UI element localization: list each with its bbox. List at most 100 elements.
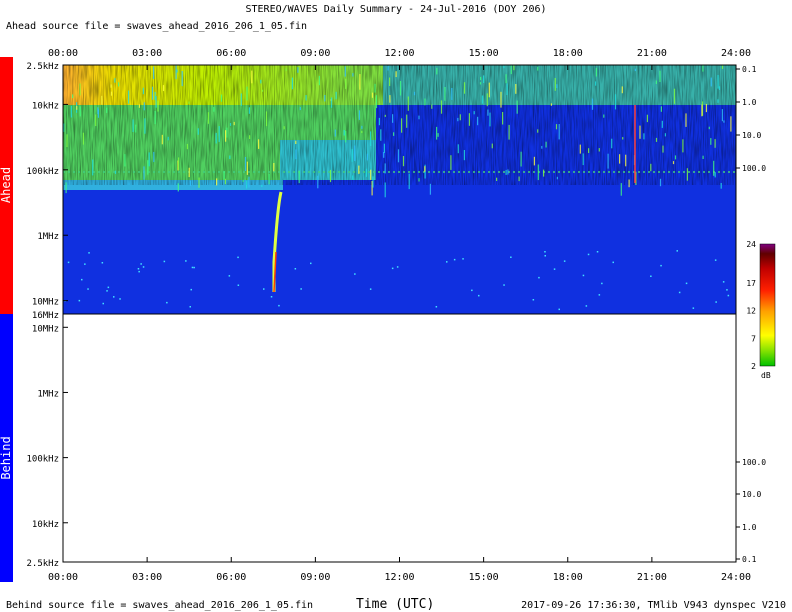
spectrum-speckle [132, 119, 134, 132]
spectrum-speckle [506, 83, 508, 95]
spectrum-speckle [389, 95, 391, 103]
spectrum-speckle [550, 103, 552, 106]
noise-dot [119, 298, 121, 300]
spectrum-speckle [223, 171, 225, 180]
spectrum-speckle [366, 153, 368, 161]
spectrum-speckle [622, 137, 624, 140]
spectrum-speckle [229, 155, 231, 159]
spectrum-speckle [537, 129, 539, 133]
spectrum-speckle [429, 183, 431, 195]
spectrum-speckle [655, 80, 657, 84]
spectrum-speckle [92, 159, 94, 176]
spectrum-speckle [334, 129, 336, 137]
spectrum-speckle [370, 169, 372, 180]
spectrum-speckle [229, 123, 232, 126]
noise-dot [87, 288, 89, 290]
spectrum-speckle [556, 84, 558, 89]
spectrum-speckle [365, 168, 367, 177]
noise-dot [185, 260, 187, 262]
noise-dot [660, 264, 662, 267]
noise-dot [585, 305, 588, 307]
spectrum-speckle [537, 66, 539, 71]
spectrum-speckle [518, 176, 520, 182]
spectrum-speckle [175, 65, 177, 80]
spectrum-speckle [444, 87, 446, 101]
noise-dot [354, 273, 356, 275]
spectrum-speckle [383, 143, 385, 153]
spectrum-speckle [708, 126, 710, 130]
behind-plot-frame [62, 313, 737, 563]
credit-label: 2017-09-26 17:36:30, TMlib V943 dynspec … [521, 600, 786, 611]
spectrum-speckle [481, 95, 484, 104]
spectrum-speckle [65, 182, 67, 194]
spectrum-speckle [450, 155, 452, 170]
spectrum-speckle [508, 124, 510, 140]
spectrum-speckle [299, 107, 301, 111]
noise-dot [191, 266, 194, 269]
noise-dot [88, 252, 90, 254]
spectrum-speckle [491, 143, 493, 149]
spectrum-speckle [101, 95, 103, 105]
spectrum-speckle [371, 92, 374, 98]
noise-dot [553, 268, 556, 270]
noise-dot [102, 302, 104, 305]
noise-dot [278, 304, 280, 307]
spectrum-speckle [672, 161, 675, 165]
axes-group: 00:00 00:00 03:00 03:00 06:00 06:00 09:00 09:00… [26, 48, 766, 583]
spectrum-speckle [249, 135, 251, 139]
spectrum-speckle [582, 153, 584, 166]
noise-dot [142, 266, 145, 268]
spectrum-speckle [258, 139, 260, 149]
spectrum-speckle [659, 70, 661, 82]
spectrum-speckle [198, 177, 200, 188]
noise-dot [601, 282, 603, 285]
noise-dot [510, 256, 512, 258]
spectrum-speckle [148, 152, 150, 167]
ahead-noise-texture [63, 65, 736, 185]
spectrum-speckle [402, 156, 405, 167]
spectrum-speckle [682, 139, 684, 153]
spectrum-speckle [220, 94, 223, 102]
behind-side-label: Behind [0, 436, 13, 479]
noise-dot [237, 284, 240, 286]
spectrum-speckle [358, 165, 360, 174]
spectrum-speckle [345, 131, 347, 143]
spectrum-speckle [685, 113, 687, 127]
spectrum-speckle [188, 167, 190, 178]
ahead-y-tick-label: 16MHz [32, 311, 59, 321]
noise-dot [462, 258, 464, 260]
spectrum-speckle [380, 129, 382, 141]
spectrum-speckle [72, 94, 74, 99]
x-tick-label-top: 06:00 [216, 48, 246, 59]
spectrum-speckle [554, 78, 556, 91]
spectrum-speckle [114, 170, 117, 174]
behind-right-tick-label: 0.1 [742, 555, 757, 564]
spectrum-speckle [718, 86, 721, 90]
spectrum-speckle [361, 130, 363, 134]
spectrum-speckle [686, 168, 688, 181]
spectrum-speckle [714, 139, 716, 148]
spectrum-speckle [487, 109, 489, 116]
spectrum-speckle [285, 68, 287, 72]
spectrum-speckle [558, 124, 560, 140]
spectrum-speckle [246, 161, 248, 175]
spectrum-speckle [384, 163, 386, 174]
spectrum-speckle [371, 181, 373, 196]
spectrum-speckle [361, 125, 363, 129]
spectrum-speckle [503, 65, 505, 69]
spectrum-speckle [189, 180, 191, 186]
spectrum-speckle [295, 149, 297, 160]
spectrum-speckle [157, 100, 159, 112]
spectrum-speckle [124, 154, 126, 167]
x-tick-label-bottom: 18:00 [553, 572, 583, 583]
colorbar-ticks: 24 17 12 7 2 dB [746, 240, 770, 380]
noise-dot [471, 289, 473, 292]
colorbar-tick-label: 2 [751, 362, 756, 371]
spectrum-speckle [436, 126, 438, 140]
x-tick-label-top: 15:00 [469, 48, 499, 59]
spectrum-speckle [251, 70, 253, 84]
spectrum-speckle [713, 160, 715, 176]
spectrum-speckle [216, 178, 218, 186]
spectrum-speckle [723, 120, 725, 123]
behind-y-tick-label: 1MHz [37, 389, 59, 399]
